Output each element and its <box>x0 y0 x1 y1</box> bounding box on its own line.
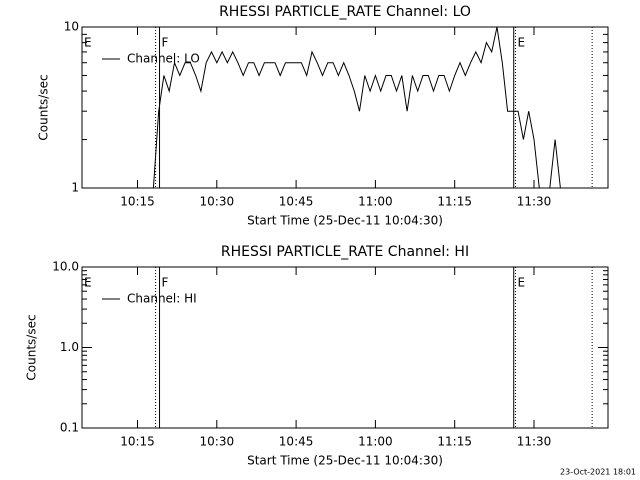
x-tick-label: 11:00 <box>358 195 393 209</box>
data-line <box>152 26 561 189</box>
footer: 23-Oct-2021 18:01 <box>560 468 636 477</box>
x-tick-label: 10:30 <box>200 195 235 209</box>
y-tick-label: 10 <box>64 20 79 34</box>
y-tick-label: 10.0 <box>52 260 79 274</box>
x-tick-label: 10:45 <box>279 435 314 449</box>
x-tick-label: 10:15 <box>120 195 155 209</box>
x-tick-label: 11:30 <box>517 435 552 449</box>
y-axis-label: Counts/sec <box>25 314 39 380</box>
marker-label: F <box>162 276 169 290</box>
x-tick-label: 10:45 <box>279 195 314 209</box>
x-tick-label: 11:30 <box>517 195 552 209</box>
chart-title: RHESSI PARTICLE_RATE Channel: HI <box>221 244 469 260</box>
y-tick-label: 0.1 <box>60 421 79 435</box>
x-tick-label: 11:00 <box>358 435 393 449</box>
chart-title: RHESSI PARTICLE_RATE Channel: LO <box>219 4 471 20</box>
marker-label: E <box>84 276 92 290</box>
legend-label: Channel: LO <box>127 52 200 66</box>
x-tick-label: 10:30 <box>200 435 235 449</box>
y-tick-label: 1.0 <box>60 340 79 354</box>
x-tick-label: 11:15 <box>437 195 472 209</box>
x-axis-label: Start Time (25-Dec-11 10:04:30) <box>247 454 443 468</box>
x-axis-label: Start Time (25-Dec-11 10:04:30) <box>247 214 443 228</box>
y-tick-label: 1 <box>71 181 79 195</box>
marker-label: E <box>84 36 92 50</box>
marker-label: F <box>162 36 169 50</box>
y-axis-label: Counts/sec <box>37 74 51 140</box>
marker-label: E <box>517 276 525 290</box>
x-tick-label: 10:15 <box>120 435 155 449</box>
x-tick-label: 11:15 <box>437 435 472 449</box>
marker-label: E <box>517 36 525 50</box>
legend-label: Channel: HI <box>127 292 197 306</box>
